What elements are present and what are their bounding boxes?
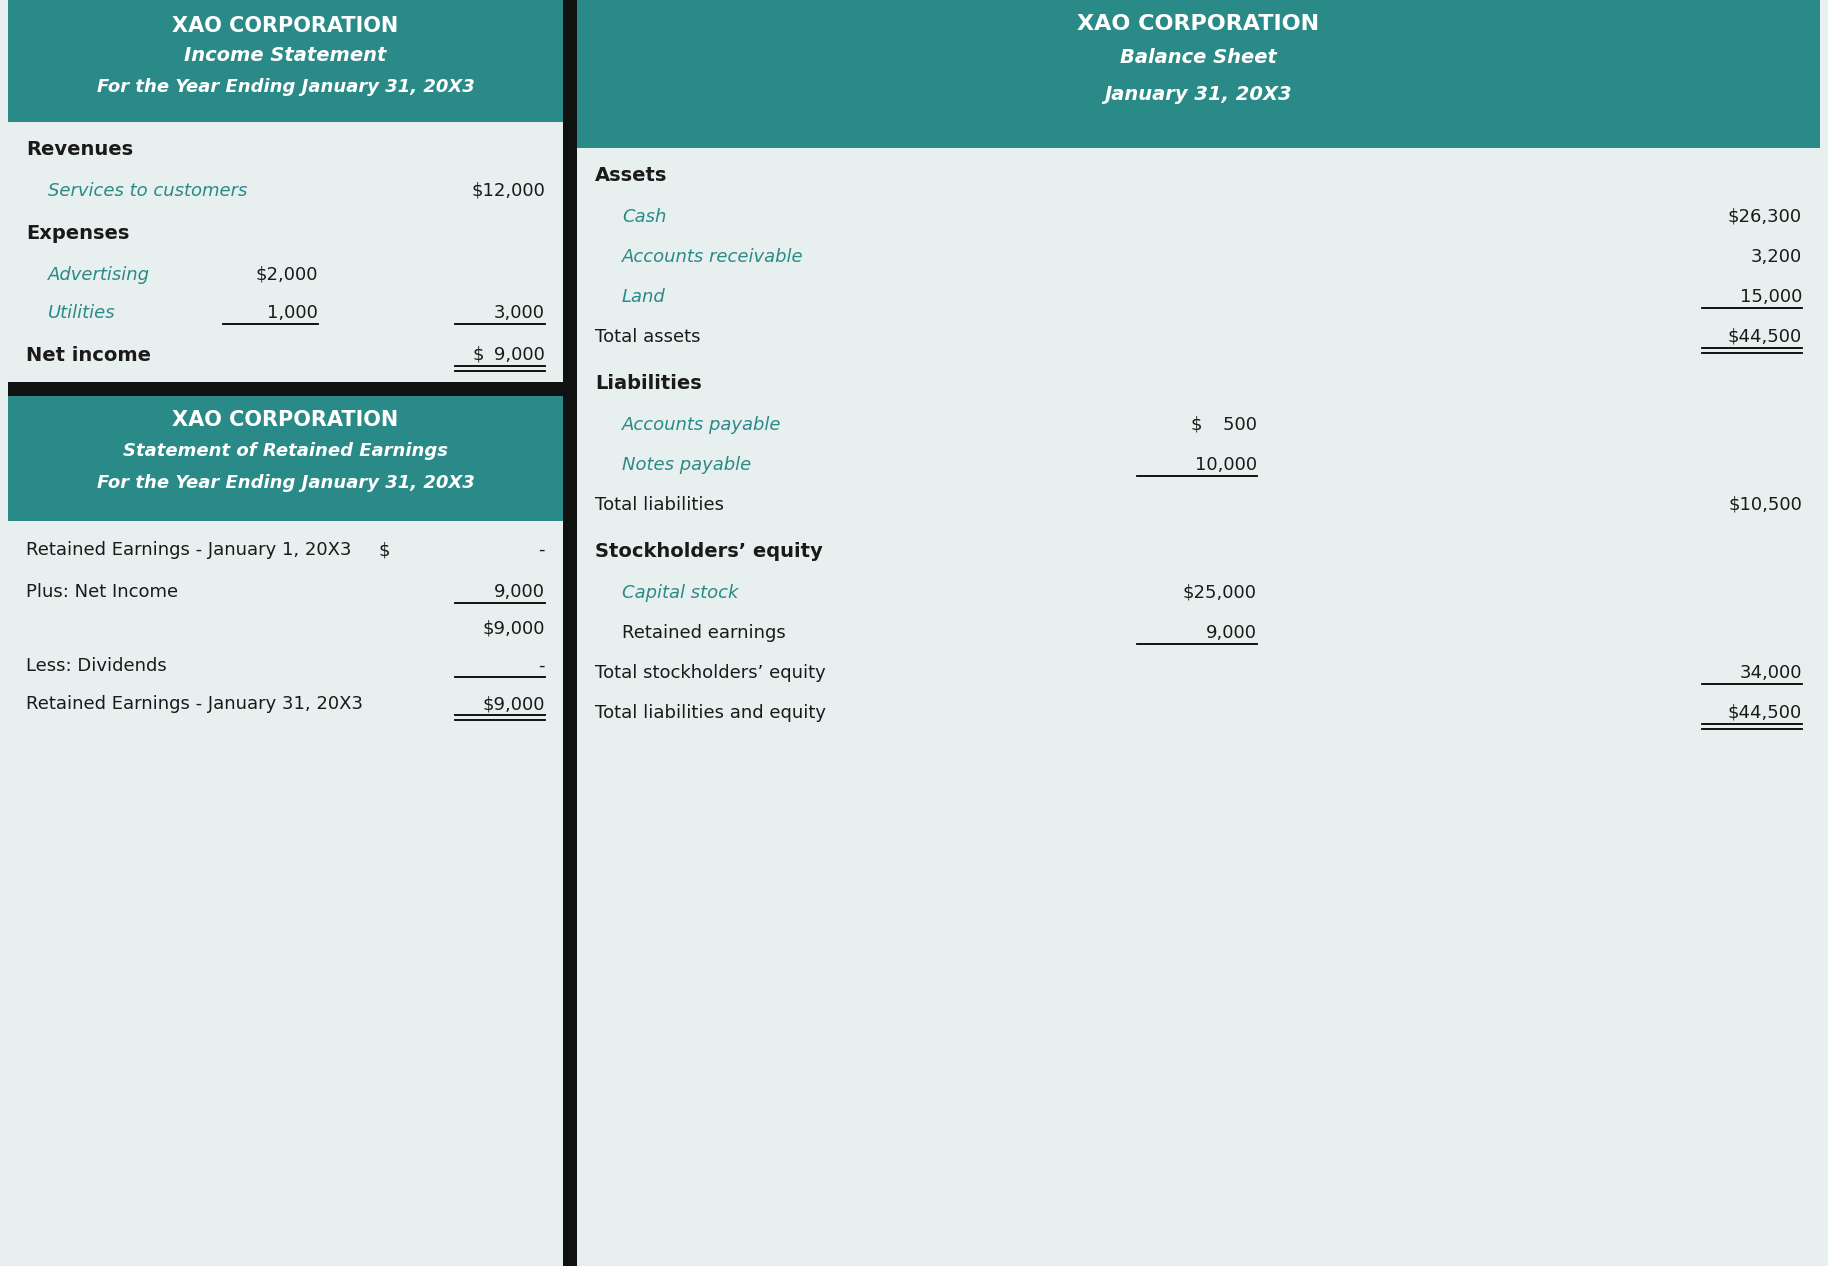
Text: Retained earnings: Retained earnings: [622, 624, 786, 642]
Text: $   500: $ 500: [1192, 417, 1258, 434]
Text: XAO CORPORATION: XAO CORPORATION: [1077, 14, 1320, 34]
Text: Retained Earnings - January 1, 20X3: Retained Earnings - January 1, 20X3: [26, 541, 351, 560]
Text: $9,000: $9,000: [483, 619, 545, 637]
Text: Total stockholders’ equity: Total stockholders’ equity: [594, 663, 826, 682]
Text: Retained Earnings - January 31, 20X3: Retained Earnings - January 31, 20X3: [26, 695, 364, 713]
Bar: [7, 396, 563, 522]
Text: -: -: [539, 657, 545, 675]
Text: Accounts receivable: Accounts receivable: [622, 248, 804, 266]
Bar: [578, 0, 1821, 1266]
Text: Expenses: Expenses: [26, 224, 130, 243]
Text: $  9,000: $ 9,000: [473, 346, 545, 365]
Text: Stockholders’ equity: Stockholders’ equity: [594, 542, 823, 561]
Text: Revenues: Revenues: [26, 141, 133, 160]
Text: Notes payable: Notes payable: [622, 456, 751, 473]
Text: January 31, 20X3: January 31, 20X3: [1104, 85, 1292, 104]
Text: $44,500: $44,500: [1727, 704, 1802, 722]
Text: Plus: Net Income: Plus: Net Income: [26, 584, 177, 601]
Text: For the Year Ending January 31, 20X3: For the Year Ending January 31, 20X3: [97, 473, 475, 492]
Bar: [578, 0, 1821, 148]
Text: Total liabilities and equity: Total liabilities and equity: [594, 704, 826, 722]
Text: $12,000: $12,000: [472, 182, 545, 200]
Text: Capital stock: Capital stock: [622, 584, 739, 603]
Bar: [7, 382, 563, 396]
Text: Liabilities: Liabilities: [594, 373, 702, 392]
Text: 15,000: 15,000: [1740, 287, 1802, 306]
Text: 3,000: 3,000: [494, 304, 545, 322]
Text: 34,000: 34,000: [1740, 663, 1802, 682]
Text: $2,000: $2,000: [256, 266, 318, 284]
Text: Cash: Cash: [622, 208, 667, 227]
Text: 10,000: 10,000: [1196, 456, 1258, 473]
Text: XAO CORPORATION: XAO CORPORATION: [172, 16, 399, 35]
Text: 9,000: 9,000: [1206, 624, 1258, 642]
Text: Less: Dividends: Less: Dividends: [26, 657, 166, 675]
Text: Land: Land: [622, 287, 665, 306]
Text: Utilities: Utilities: [48, 304, 115, 322]
Bar: [7, 0, 563, 122]
Bar: [7, 0, 563, 1266]
Text: $9,000: $9,000: [483, 695, 545, 713]
Text: $: $: [378, 541, 389, 560]
Text: Advertising: Advertising: [48, 266, 150, 284]
Text: -: -: [539, 541, 545, 560]
Text: Income Statement: Income Statement: [185, 46, 388, 65]
Text: Services to customers: Services to customers: [48, 182, 247, 200]
Text: Statement of Retained Earnings: Statement of Retained Earnings: [122, 442, 448, 460]
Text: Assets: Assets: [594, 166, 667, 185]
Text: $10,500: $10,500: [1727, 496, 1802, 514]
Text: 9,000: 9,000: [494, 584, 545, 601]
Text: 1,000: 1,000: [267, 304, 318, 322]
Text: Accounts payable: Accounts payable: [622, 417, 782, 434]
Text: Balance Sheet: Balance Sheet: [1121, 48, 1278, 67]
Bar: [563, 0, 578, 1266]
Text: $25,000: $25,000: [1183, 584, 1258, 603]
Text: $44,500: $44,500: [1727, 328, 1802, 346]
Text: 3,200: 3,200: [1751, 248, 1802, 266]
Text: For the Year Ending January 31, 20X3: For the Year Ending January 31, 20X3: [97, 78, 475, 96]
Text: Total liabilities: Total liabilities: [594, 496, 724, 514]
Text: Total assets: Total assets: [594, 328, 700, 346]
Text: XAO CORPORATION: XAO CORPORATION: [172, 410, 399, 430]
Text: $26,300: $26,300: [1727, 208, 1802, 227]
Text: Net income: Net income: [26, 346, 152, 365]
